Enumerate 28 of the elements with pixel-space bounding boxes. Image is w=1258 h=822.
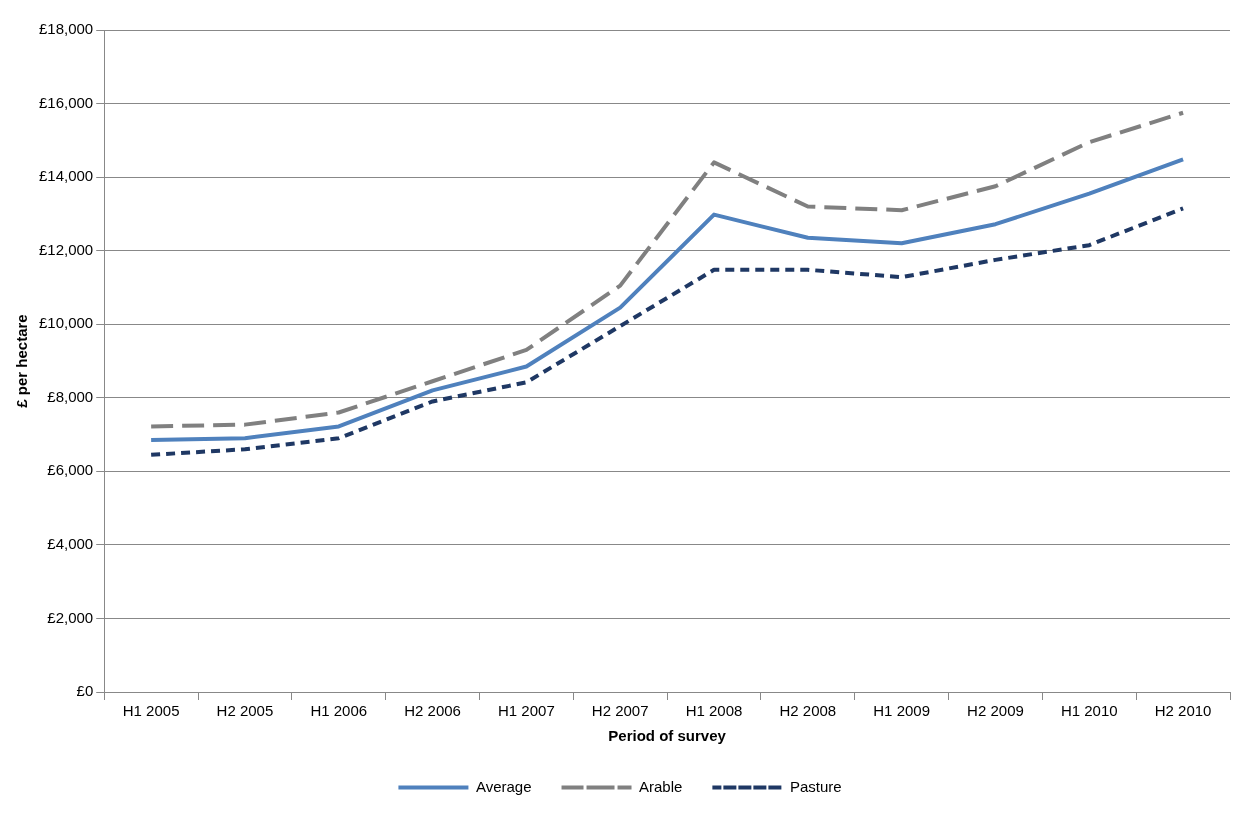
x-tick-label: H1 2006 bbox=[310, 702, 368, 720]
line-series bbox=[149, 206, 1186, 457]
x-tick-label: H1 2005 bbox=[122, 702, 180, 720]
y-tick-label: £6,000 bbox=[47, 461, 94, 479]
y-tick-label: £0 bbox=[76, 682, 94, 700]
legend-label: Average bbox=[475, 777, 532, 795]
x-tick-label: H1 2010 bbox=[1060, 702, 1118, 720]
x-tick-label: H2 2007 bbox=[591, 702, 649, 720]
legend-label: Pasture bbox=[789, 777, 842, 795]
x-tick-label: H2 2010 bbox=[1154, 702, 1212, 720]
x-tick-label: H2 2008 bbox=[779, 702, 837, 720]
y-tick-label: £4,000 bbox=[47, 535, 94, 553]
y-tick-label: £10,000 bbox=[38, 314, 94, 332]
y-tick-label: £18,000 bbox=[38, 20, 94, 38]
x-tick-label: H1 2008 bbox=[685, 702, 743, 720]
y-axis-title: £ per hectare bbox=[13, 314, 31, 408]
y-tick-label: £16,000 bbox=[38, 93, 94, 111]
x-axis-title: Period of survey bbox=[608, 727, 727, 745]
y-tick-label: £8,000 bbox=[47, 387, 94, 405]
x-tick-label: H1 2007 bbox=[498, 702, 555, 720]
y-tick-label: £12,000 bbox=[38, 240, 94, 258]
x-tick-label: H2 2009 bbox=[967, 702, 1024, 720]
y-tick-label: £2,000 bbox=[47, 608, 94, 626]
legend-label: Arable bbox=[639, 777, 683, 795]
y-tick-label: £14,000 bbox=[38, 167, 94, 185]
x-tick-label: H2 2005 bbox=[216, 702, 274, 720]
x-tick-label: H2 2006 bbox=[404, 702, 461, 720]
x-tick-label: H1 2009 bbox=[873, 702, 931, 720]
